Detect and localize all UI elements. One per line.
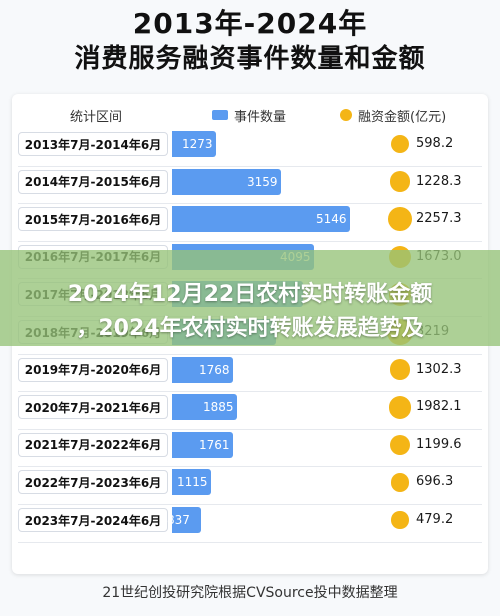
row-divider bbox=[18, 391, 482, 393]
period-label: 2014年7月-2015年6月 bbox=[18, 169, 168, 194]
event-count-label: 1768 bbox=[199, 362, 230, 377]
chart-title: 2013年-2024年 消费服务融资事件数量和金额 bbox=[0, 6, 500, 76]
amount-label: 696.3 bbox=[416, 474, 454, 490]
headline-overlay: 2024年12月22日农村实时转账金额 ，2024年农村实时转账发展趋势及 bbox=[0, 250, 500, 346]
amount-dot bbox=[390, 473, 410, 492]
event-count-label: 3159 bbox=[247, 174, 278, 189]
event-count-label: 1273 bbox=[182, 137, 213, 151]
row-divider bbox=[18, 353, 482, 355]
amount-label: 1228.3 bbox=[416, 173, 462, 189]
row-divider bbox=[18, 428, 482, 430]
amount-dot bbox=[390, 134, 409, 153]
row-divider bbox=[18, 541, 482, 543]
amount-dot bbox=[389, 434, 411, 456]
legend-events: 事件数量 bbox=[212, 104, 286, 126]
row-divider bbox=[18, 165, 482, 167]
legend-amount-label: 融资金额(亿元) bbox=[358, 109, 447, 125]
title-line-1: 2013年-2024年 bbox=[132, 7, 368, 40]
event-count-bar bbox=[172, 168, 281, 195]
dot-swatch-icon bbox=[340, 109, 352, 121]
period-label: 2022年7月-2023年6月 bbox=[18, 470, 168, 495]
event-count-bar bbox=[172, 206, 350, 233]
legend-amount: 融资金额(亿元) bbox=[340, 104, 446, 126]
header-period: 统计区间 bbox=[70, 104, 122, 126]
amount-dot bbox=[388, 207, 412, 232]
period-label: 2023年7月-2024年6月 bbox=[18, 508, 168, 532]
event-count-bar bbox=[172, 469, 211, 496]
row-divider bbox=[18, 203, 482, 205]
title-line-2: 消费服务融资事件数量和金额 bbox=[74, 44, 426, 74]
amount-dot bbox=[391, 511, 409, 529]
event-count-label: 5146 bbox=[316, 212, 347, 227]
event-count-label: 1885 bbox=[203, 400, 234, 415]
amount-dot bbox=[389, 359, 411, 381]
event-count-label: 837 bbox=[167, 513, 190, 527]
event-count-label: 1115 bbox=[177, 475, 208, 490]
legend-events-label: 事件数量 bbox=[234, 109, 287, 125]
amount-label: 1199.6 bbox=[416, 436, 462, 452]
amount-label: 2257.3 bbox=[416, 211, 462, 227]
event-count-label: 1761 bbox=[199, 437, 230, 452]
row-divider bbox=[18, 504, 482, 505]
header-period-label: 统计区间 bbox=[70, 109, 123, 125]
amount-label: 598.2 bbox=[416, 136, 454, 151]
period-label: 2021年7月-2022年6月 bbox=[18, 432, 168, 457]
event-count-bar bbox=[172, 394, 237, 421]
bar-swatch-icon bbox=[212, 110, 228, 120]
amount-label: 1302.3 bbox=[416, 361, 462, 377]
amount-label: 1982.1 bbox=[416, 399, 462, 415]
amount-dot bbox=[388, 395, 412, 419]
overlay-line-1: 2024年12月22日农村实时转账金额 bbox=[67, 282, 433, 307]
period-label: 2013年7月-2014年6月 bbox=[18, 132, 168, 156]
event-count-bar bbox=[172, 507, 201, 533]
event-count-bar bbox=[172, 431, 233, 458]
overlay-line-2: ，2024年农村实时转账发展趋势及 bbox=[76, 316, 424, 341]
event-count-bar bbox=[172, 356, 233, 383]
period-label: 2020年7月-2021年6月 bbox=[18, 395, 168, 420]
event-count-bar bbox=[172, 131, 216, 157]
amount-dot bbox=[389, 171, 411, 192]
source-note: 21世纪创投研究院根据CVSource投中数据整理 bbox=[102, 585, 398, 601]
period-label: 2015年7月-2016年6月 bbox=[18, 207, 168, 232]
row-divider bbox=[18, 466, 482, 468]
amount-label: 479.2 bbox=[416, 512, 454, 527]
row-divider bbox=[18, 240, 482, 242]
period-label: 2019年7月-2020年6月 bbox=[18, 357, 168, 382]
